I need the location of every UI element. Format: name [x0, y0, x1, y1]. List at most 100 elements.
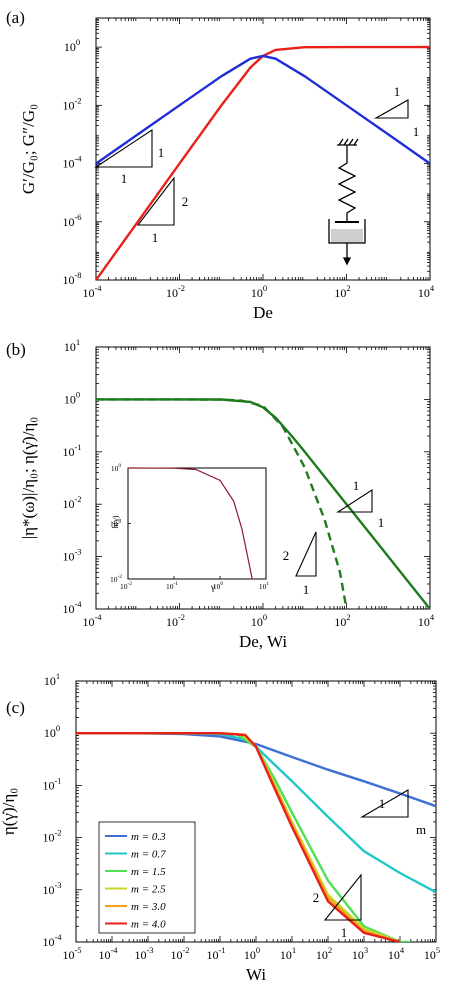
tick-base: 10 [42, 883, 54, 897]
tick-base: 10 [134, 948, 146, 962]
spring-line [337, 145, 357, 222]
tick-base: 10 [166, 582, 174, 591]
tick-exponent: -1 [218, 945, 225, 955]
inset-x-label: γ [210, 582, 215, 592]
tick-exponent: -5 [74, 945, 81, 955]
tick-base: 10 [62, 98, 74, 112]
y-tick-label: 10-4 [62, 599, 82, 616]
y-tick-label: 10-2 [62, 95, 81, 112]
y-tick-label: 10-6 [62, 212, 81, 229]
inset-x-tick-label: 10-2 [120, 581, 132, 591]
tick-base: 10 [166, 286, 178, 300]
slope-triangle [295, 531, 317, 577]
x-tick-label: 100 [251, 283, 267, 300]
tick-base: 10 [418, 286, 430, 300]
y-tick-label: 101 [44, 671, 60, 688]
tick-exponent: -4 [110, 945, 118, 955]
tick-exponent: 2 [346, 283, 350, 293]
tick-exponent: -4 [54, 932, 62, 942]
tick-base: 10 [244, 948, 256, 962]
wall-hatch [343, 138, 349, 146]
tick-base: 10 [120, 582, 128, 591]
tick-exponent: -4 [94, 612, 102, 622]
plot-area [76, 732, 436, 942]
panel-label: (b) [6, 340, 26, 359]
plot-area [96, 398, 430, 609]
slope-run-label: 1 [152, 230, 159, 245]
inset-y-tick-label: 10-1 [110, 519, 122, 529]
tick-exponent: -2 [127, 581, 132, 587]
series-line-m-5 [76, 732, 401, 942]
tick-base: 10 [64, 392, 76, 406]
tick-exponent: 4 [430, 612, 435, 622]
slope-rise-label: 1 [378, 515, 385, 530]
slope-rise-label: 2 [283, 548, 290, 563]
tick-exponent: 0 [263, 283, 267, 293]
tick-base: 10 [418, 615, 430, 629]
tick-base: 10 [64, 340, 76, 354]
legend-label: m = 0.7 [131, 849, 166, 861]
tick-base: 10 [424, 948, 436, 962]
slope-run-label: 1 [341, 925, 348, 940]
panel-label: (a) [6, 8, 25, 27]
panel-1: 10-4 10-2 100 102 10410-410-310-210-1100101D… [6, 337, 435, 651]
tick-base: 10 [98, 948, 110, 962]
tick-base: 10 [62, 157, 74, 171]
tick-exponent: -2 [54, 828, 61, 838]
tick-exponent: 0 [256, 945, 260, 955]
tick-base: 10 [44, 674, 56, 688]
tick-exponent: -4 [74, 599, 82, 609]
slope-triangle [359, 789, 409, 818]
y-tick-label: 10-1 [42, 775, 61, 792]
tick-base: 10 [62, 948, 74, 962]
tick-exponent: 2 [346, 612, 350, 622]
x-tick-label: 102 [334, 612, 350, 629]
tick-base: 10 [110, 575, 118, 584]
tick-exponent: 0 [263, 612, 267, 622]
x-tick-label: 102 [316, 945, 332, 962]
legend-label: m = 1.5 [131, 866, 166, 878]
tick-exponent: -3 [54, 880, 61, 890]
slope-run-label: 1 [353, 478, 360, 493]
x-tick-label: 105 [424, 945, 440, 962]
tick-base: 10 [334, 615, 346, 629]
legend-label: m = 3.0 [131, 901, 166, 913]
tick-exponent: 1 [76, 337, 80, 347]
tick-exponent: -2 [178, 612, 185, 622]
tick-exponent: -1 [54, 775, 61, 785]
tick-exponent: -1 [117, 519, 122, 525]
tick-base: 10 [352, 948, 364, 962]
shear-viscosity-dashed-line [96, 398, 348, 609]
x-tick-label: 102 [334, 283, 350, 300]
legend: m = 0.3 m = 0.7 m = 1.5 m = 2.5 m = 3.0 m = 4… [98, 821, 196, 934]
tick-base: 10 [166, 615, 178, 629]
x-tick-label: 103 [352, 945, 368, 962]
storage-modulus-line [96, 45, 430, 280]
y-tick-label: 10-2 [62, 494, 81, 511]
maxwell-element-icon [328, 138, 366, 266]
tick-base: 10 [259, 582, 267, 591]
y-tick-label: 10-3 [42, 880, 61, 897]
tick-exponent: -1 [74, 442, 81, 452]
tick-base: 10 [251, 286, 263, 300]
dashpot-fluid [331, 229, 363, 243]
slope-rise-label: 2 [182, 194, 189, 209]
tick-base: 10 [62, 215, 74, 229]
panel-0: 10-4 10-2 100 102 10410-810-610-410-2100DeG′… [6, 8, 435, 322]
tick-base: 10 [42, 831, 54, 845]
wall-hatch [353, 138, 359, 146]
slope-run-label: 1 [121, 171, 128, 186]
y-axis-label: G′/G₀; G″/G₀ [19, 104, 38, 194]
tick-base: 10 [62, 445, 74, 459]
tick-base: 10 [316, 948, 328, 962]
slope-triangle [336, 488, 373, 513]
inset-y-tick-label: 10-2 [110, 574, 122, 584]
tick-base: 10 [170, 948, 182, 962]
x-axis-label: De [253, 303, 273, 322]
slope-rise-label: 1 [394, 84, 401, 99]
x-tick-label: 10-1 [206, 945, 225, 962]
tick-exponent: -4 [74, 154, 82, 164]
x-tick-label: 10-5 [62, 945, 81, 962]
